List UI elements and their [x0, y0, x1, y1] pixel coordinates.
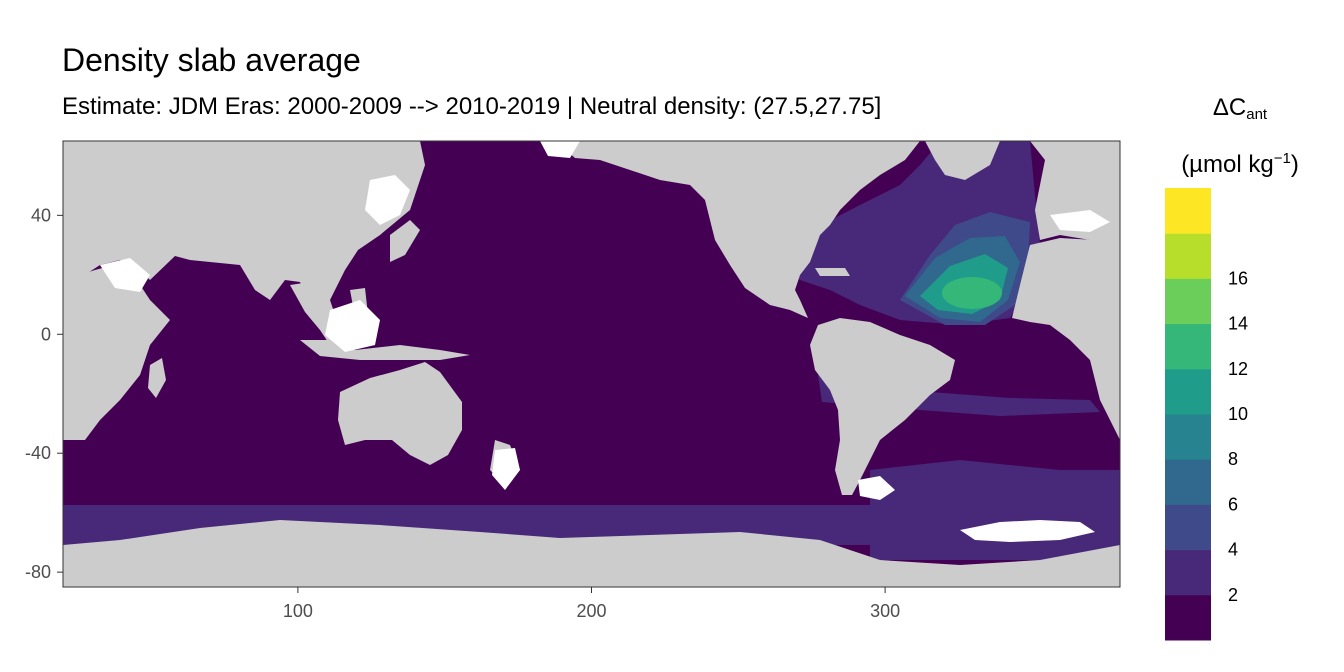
y-tick-label-40: 40 [31, 205, 51, 225]
missing-patch-maritime [325, 300, 380, 352]
legend-label-10: 10 [1228, 404, 1248, 424]
legend-swatch-9 [1165, 188, 1211, 234]
land-south-america [810, 318, 955, 495]
land-west-africa [1012, 238, 1120, 440]
legend-title-quantity: ΔCant [1212, 94, 1268, 123]
legend-swatch-3 [1165, 459, 1211, 505]
land-madagascar [148, 358, 166, 398]
land-greenland [925, 141, 1000, 180]
land-north-america [555, 141, 920, 318]
missing-patch-east-asia [365, 175, 410, 225]
legend-label-2: 2 [1228, 585, 1238, 605]
legend-swatch-7 [1165, 278, 1211, 325]
legend-title-unit: (µmol kg−1) [1181, 150, 1299, 178]
chart-subtitle: Estimate: JDM Eras: 2000-2009 --> 2010-2… [62, 93, 882, 120]
y-tick-label-0: 0 [41, 324, 51, 344]
tropical-atlantic-maximum [942, 277, 1002, 309]
legend-label-4: 4 [1228, 540, 1238, 560]
land-australia [338, 362, 462, 465]
land-japan [390, 220, 420, 262]
legend-swatch-8 [1165, 233, 1211, 279]
legend-label-16: 16 [1228, 268, 1248, 288]
missing-patch-north-pacific [540, 141, 580, 158]
legend: 2 4 6 8 10 12 14 16 [1165, 188, 1248, 641]
missing-patch-weddell [960, 520, 1095, 542]
legend-label-6: 6 [1228, 494, 1238, 514]
legend-label-8: 8 [1228, 449, 1238, 469]
y-tick-label--80: -80 [25, 562, 51, 582]
x-tick-label-100: 100 [283, 601, 313, 621]
chart-title: Density slab average [62, 42, 361, 78]
southwest-atlantic-region [870, 460, 1120, 560]
x-tick-label-300: 300 [870, 601, 900, 621]
legend-label-12: 12 [1228, 359, 1248, 379]
x-tick-label-200: 200 [576, 601, 606, 621]
missing-data-patches [100, 141, 1110, 542]
legend-swatch-1 [1165, 549, 1211, 596]
missing-patch-arabia [100, 258, 150, 292]
land-antarctica [63, 520, 1120, 587]
legend-swatch-6 [1165, 323, 1211, 370]
land-masses [63, 141, 1120, 587]
legend-label-14: 14 [1228, 314, 1248, 334]
legend-swatch-5 [1165, 368, 1211, 415]
y-tick-label--40: -40 [25, 443, 51, 463]
missing-patch-pacific-islands [492, 448, 520, 490]
legend-swatch-2 [1165, 504, 1211, 551]
land-cuba [815, 268, 850, 276]
land-asia [63, 141, 425, 305]
south-atlantic-band [868, 380, 1100, 416]
missing-patch-mediterranean [1050, 210, 1110, 232]
land-africa [63, 262, 170, 440]
legend-title: ΔCant (µmol kg−1) [1160, 86, 1320, 187]
legend-swatch-0 [1165, 594, 1211, 641]
missing-patch-patagonia [858, 476, 895, 500]
legend-swatch-4 [1165, 414, 1211, 460]
